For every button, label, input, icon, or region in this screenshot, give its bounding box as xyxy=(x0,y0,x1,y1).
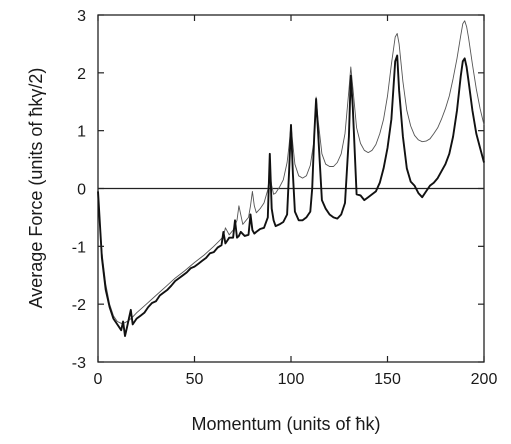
y-tick-label: -1 xyxy=(72,239,86,256)
y-axis-title: Average Force (units of ħkγ/2) xyxy=(26,68,46,309)
y-tick-label: -2 xyxy=(72,297,86,314)
x-axis-title: Momentum (units of ħk) xyxy=(191,414,380,434)
y-tick-label: -3 xyxy=(72,355,86,372)
x-tick-label: 0 xyxy=(94,371,103,388)
plot-area xyxy=(97,14,485,363)
series-line-thick xyxy=(97,54,485,337)
x-tick-label: 100 xyxy=(278,371,305,388)
x-tick-label: 150 xyxy=(374,371,401,388)
x-axis-ticks: 0 50 100 150 200 xyxy=(94,15,498,388)
y-tick-label: 3 xyxy=(77,8,86,25)
y-axis-ticks: -3 -2 -1 0 1 2 3 xyxy=(72,8,484,372)
y-tick-label: 1 xyxy=(77,124,86,141)
series-layer xyxy=(97,20,485,337)
series-line-thin xyxy=(97,20,485,324)
x-tick-label: 200 xyxy=(471,371,498,388)
y-tick-label: 2 xyxy=(77,66,86,83)
x-tick-label: 50 xyxy=(186,371,204,388)
y-tick-label: 0 xyxy=(77,182,86,199)
